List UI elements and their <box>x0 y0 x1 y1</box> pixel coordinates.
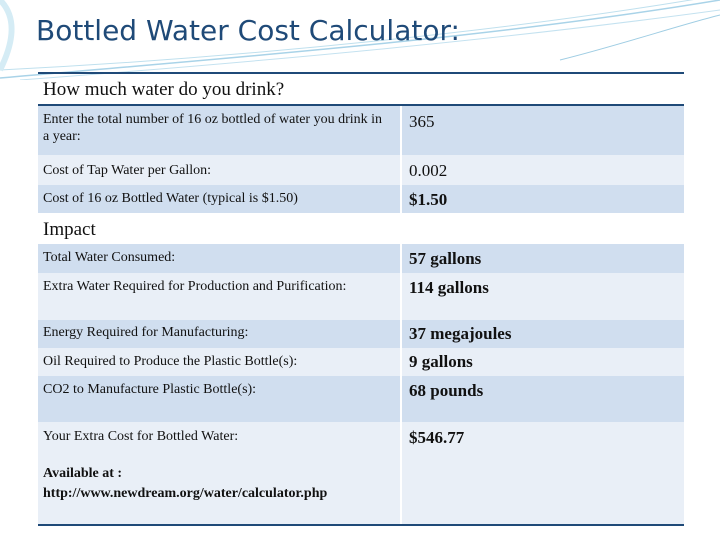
row-label: Energy Required for Manufacturing: <box>43 325 249 340</box>
table-bottom-rule <box>38 524 684 526</box>
row-value: 57 gallons <box>409 249 482 268</box>
title: Bottled Water Cost Calculator: <box>36 14 460 47</box>
table-row: Energy Required for Manufacturing: 37 me… <box>38 320 684 348</box>
row-label: CO2 to Manufacture Plastic Bottle(s): <box>43 382 257 397</box>
row-label: Oil Required to Produce the Plastic Bott… <box>43 354 298 369</box>
table-header: How much water do you drink? <box>43 79 285 100</box>
table-row: Cost of Tap Water per Gallon: 0.002 <box>38 155 684 185</box>
table-row: Extra Water Required for Production and … <box>38 273 684 320</box>
table-row: Your Extra Cost for Bottled Water: $546.… <box>38 422 684 455</box>
table-top-rule <box>38 72 684 74</box>
section-heading: Impact <box>43 219 96 240</box>
table-row: Oil Required to Produce the Plastic Bott… <box>38 348 684 376</box>
footer-link-text: Available at : http://www.newdream.org/w… <box>43 466 328 501</box>
row-value: 114 gallons <box>409 278 489 297</box>
header-rule <box>38 104 684 106</box>
table-row: Cost of 16 oz Bottled Water (typical is … <box>38 185 684 213</box>
table-row: Total Water Consumed: 57 gallons <box>38 244 684 273</box>
row-value: 0.002 <box>409 161 448 180</box>
table-row: CO2 to Manufacture Plastic Bottle(s): 68… <box>38 376 684 422</box>
row-label: Cost of Tap Water per Gallon: <box>43 163 212 178</box>
row-value: 365 <box>409 112 435 131</box>
table-row: Enter the total number of 16 oz bottled … <box>38 106 684 155</box>
row-value: 9 gallons <box>409 352 473 371</box>
row-label: Cost of 16 oz Bottled Water (typical is … <box>43 191 298 206</box>
row-label: Total Water Consumed: <box>43 250 176 265</box>
row-label: Your Extra Cost for Bottled Water: <box>43 429 239 444</box>
column-divider <box>400 106 402 525</box>
row-value: $546.77 <box>409 428 465 447</box>
row-value: 68 pounds <box>409 381 484 400</box>
row-value: 37 megajoules <box>409 324 512 343</box>
row-label: Extra Water Required for Production and … <box>43 279 347 294</box>
row-label: Enter the total number of 16 oz bottled … <box>43 112 383 144</box>
footer-row <box>38 455 684 525</box>
row-value: $1.50 <box>409 190 448 209</box>
